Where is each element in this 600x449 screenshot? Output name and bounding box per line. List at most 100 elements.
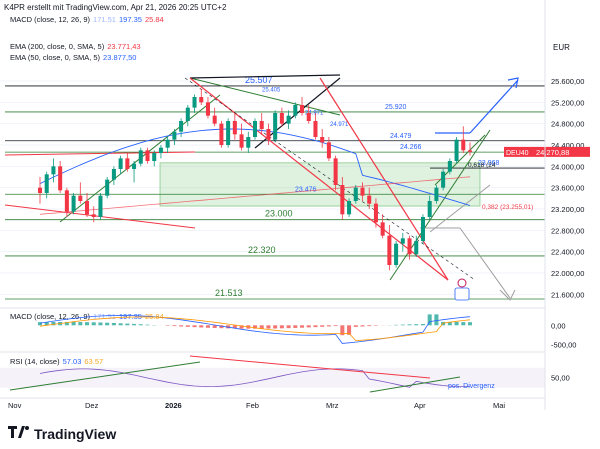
macd-hist-bar [273, 325, 278, 329]
candle-body [427, 201, 432, 217]
small-level-label: 25.405 [262, 87, 281, 93]
candle-body [387, 235, 392, 265]
candle-body [37, 187, 43, 193]
macd-hist-bar [367, 325, 372, 327]
brand-name: TradingView [34, 425, 117, 442]
candle-body [367, 195, 372, 204]
small-level-label: 24.971 [330, 122, 349, 128]
level-label: 23.000 [265, 209, 293, 219]
candle-body [172, 131, 177, 140]
candle-body [273, 113, 278, 140]
macd-hist-bar [185, 325, 190, 327]
rsi-divergence-note: pos. Divergenz [448, 383, 495, 390]
candle-body [132, 163, 137, 169]
symbol-tag-bg [504, 146, 534, 157]
macd-hist-bar [138, 324, 143, 326]
macd-hist-bar [105, 322, 110, 326]
candle-body [407, 238, 412, 255]
candle-body [313, 121, 318, 137]
candle-body [91, 214, 96, 217]
price-tick-label: 24.000,00 [551, 162, 584, 171]
macd-line [39, 314, 471, 344]
symbol-tag: DEU40 [506, 150, 529, 157]
price-tick-label: 22.000,00 [551, 269, 584, 278]
time-axis: Nov Dez 2026 Feb Mrz Apr Mai [8, 401, 505, 410]
macd-hist-bar [300, 325, 305, 328]
macd-hist-bar [360, 325, 365, 327]
macd-hist-bar [91, 322, 96, 326]
time-tick-label: Dez [85, 401, 99, 410]
time-tick-label: 2026 [165, 401, 182, 410]
ema50-legend[interactable]: EMA (50, close, 0, SMA, 5) 23.877,50 [10, 53, 136, 62]
price-tick-label: 22.800,00 [551, 226, 584, 235]
candle-body [58, 166, 63, 191]
price-tick-label: 23.600,00 [551, 184, 584, 193]
candle-body [179, 121, 184, 132]
trend-line [429, 184, 491, 233]
projection-arrow-down [499, 289, 516, 301]
candle-body [434, 187, 439, 201]
ema200-legend[interactable]: EMA (200, close, 0, SMA, 5) 23.771,43 [10, 42, 141, 51]
candle-body [333, 158, 338, 185]
time-tick-label: Mai [493, 401, 505, 410]
candle-body [286, 115, 291, 124]
trend-line [189, 77, 449, 281]
macd-legend-top[interactable]: MACD (close, 12, 26, 9) 171.51 197.35 25.84 [10, 15, 164, 24]
macd-hist-bar [252, 325, 258, 329]
time-tick-label: Mrz [326, 401, 339, 410]
candle-body [232, 121, 237, 135]
trend-line [189, 77, 341, 116]
macd-hist-bar [259, 325, 264, 329]
macd-hist-bar [407, 324, 412, 326]
fib-zone [159, 162, 481, 207]
candle-body [340, 185, 345, 215]
brand-footer[interactable]: TradingView [8, 425, 116, 442]
candle-body [461, 139, 466, 151]
rsi-legend-v1: 57.03 [62, 357, 82, 366]
candle-body [279, 113, 284, 124]
price-tick-label: 23.200,00 [551, 205, 584, 214]
last-price-tag-bg [534, 146, 590, 157]
macd-hist-bar [266, 325, 271, 329]
candle-body [300, 105, 305, 113]
price-tick-label: 25.200,00 [551, 98, 584, 107]
candle-body [138, 150, 143, 164]
candle-body [51, 166, 56, 175]
time-tick-label: Feb [246, 401, 259, 410]
event-marker-icon [454, 287, 470, 301]
rsi-legend[interactable]: RSI (14, close) 57.03 63.57 [10, 357, 103, 366]
macd-hist-bar [313, 325, 318, 328]
candle-body [252, 121, 258, 137]
trend-line [459, 227, 511, 299]
level-label: 24.266 [400, 144, 422, 151]
macd-tick-label: -500,00 [551, 340, 576, 349]
macd-legend-v2: 197.35 [118, 15, 142, 24]
macd-hist-bar [286, 325, 291, 329]
macd-pane: 0,00 -500,00 [37, 314, 576, 349]
level-label: 25.920 [385, 104, 407, 111]
price-tick-label: 22.400,00 [551, 248, 584, 257]
macd-hist-bar [447, 321, 452, 326]
candle-body [239, 134, 244, 148]
macd-hist-bar [320, 325, 325, 327]
price-chart[interactable]: 25.507 25.920 24.479 24.266 23.968 23.476 23.0… [0, 0, 600, 420]
time-tick-label: Nov [8, 401, 22, 410]
candle-body [125, 158, 130, 169]
macd-hist-bar [420, 324, 425, 326]
candle-body [165, 139, 170, 148]
rsi-legend-name: RSI (14, close) [10, 357, 60, 366]
candle-body [414, 241, 419, 255]
macd-hist-bar [51, 321, 56, 326]
candle-body [185, 107, 190, 121]
macd-hist-bar [78, 322, 83, 326]
macd-hist-bar [434, 314, 439, 326]
rsi-pane: 50,00 pos. Divergenz [0, 355, 570, 393]
rsi-resistance-line [189, 355, 431, 379]
candle-body [98, 195, 103, 217]
macd-hist-bar [212, 325, 217, 328]
ema200-legend-value: 23.771,43 [107, 42, 141, 51]
price-tick-label: 25.600,00 [551, 77, 584, 86]
ema50-legend-value: 23.877,50 [103, 53, 137, 62]
macd-hist-bar [427, 314, 432, 326]
candle-body [306, 113, 311, 121]
